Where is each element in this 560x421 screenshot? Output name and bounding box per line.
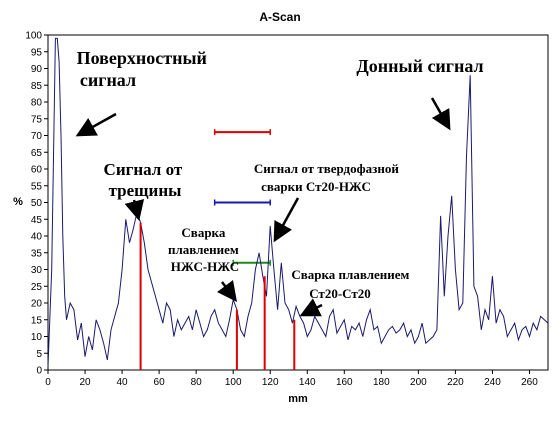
signal-line [47, 37, 549, 367]
red-markers [139, 222, 296, 370]
x-tick-label: 120 [262, 377, 279, 388]
annotation-bottom-line-1: Донный сигнал [356, 56, 483, 76]
y-tick-label: 70 [31, 131, 43, 142]
y-tick-label: 85 [31, 81, 43, 92]
horizontal-markers [213, 129, 271, 266]
annotation-arrows [75, 97, 451, 317]
y-tick-label: 20 [31, 299, 43, 310]
annotation-fusion-st20-line-1: Сварка плавлением [291, 267, 409, 282]
x-tick-label: 180 [373, 377, 390, 388]
y-tick-label: 35 [31, 248, 43, 259]
annotation-fusion-nzhs-line-3: НЖС-НЖС [171, 259, 239, 274]
y-axis-title: % [13, 196, 23, 208]
annotation-fusion-st20-line-2: Ст20-Ст20 [309, 286, 371, 301]
arrow-bottom [430, 97, 451, 131]
x-tick-label: 220 [447, 377, 464, 388]
x-tick-label: 140 [299, 377, 316, 388]
annotation-surface-signal: Поверхностный сигнал [77, 48, 212, 90]
x-tick-label: 0 [45, 377, 51, 388]
x-tick-label: 160 [336, 377, 353, 388]
x-tick-label: 200 [410, 377, 427, 388]
annotation-bottom-signal: Донный сигнал [356, 56, 483, 76]
annotation-crack-signal: Сигнал от трещины [104, 160, 187, 200]
annotation-fusion-nzhs-line-2: плавлением [168, 242, 239, 257]
x-tick-label: 20 [79, 377, 91, 388]
arrow-solid-phase [273, 197, 300, 243]
x-tick-label: 100 [225, 377, 242, 388]
y-tick-label: 25 [31, 282, 43, 293]
y-tick-label: 10 [31, 332, 43, 343]
y-axis: 0 5 10 15 20 25 30 35 40 45 50 55 60 65 70 75 80 85 90 95 10… [25, 31, 48, 377]
y-tick-label: 0 [36, 366, 42, 377]
y-tick-label: 95 [31, 47, 43, 58]
annotation-crack-line-1: Сигнал от [104, 160, 183, 179]
y-tick-label: 100 [25, 31, 42, 42]
y-tick-label: 80 [31, 98, 43, 109]
x-tick-label: 60 [154, 377, 166, 388]
y-tick-label: 5 [36, 349, 42, 360]
y-tick-label: 15 [31, 315, 43, 326]
y-tick-label: 75 [31, 114, 43, 125]
y-tick-label: 50 [31, 198, 43, 209]
y-tick-label: 65 [31, 148, 43, 159]
annotation-fusion-weld-nzhs: Сварка плавлением НЖС-НЖС [168, 225, 242, 274]
y-tick-label: 40 [31, 232, 43, 243]
annotation-fusion-weld-st20: Сварка плавлением Ст20-Ст20 [291, 267, 412, 301]
annotation-fusion-nzhs-line-1: Сварка [181, 225, 225, 240]
annotation-solid-phase-weld: Сигнал от твердофазной сварки Ст20-НЖС [254, 161, 402, 194]
annotation-solid-phase-line-2: сварки Ст20-НЖС [261, 179, 371, 194]
x-tick-label: 40 [117, 377, 129, 388]
annotation-surface-line-1: Поверхностный [77, 48, 207, 68]
x-tick-label: 260 [521, 377, 538, 388]
annotation-crack-line-2: трещины [109, 181, 182, 200]
chart-title: A-Scan [259, 10, 300, 24]
y-tick-label: 55 [31, 181, 43, 192]
x-axis-title: mm [288, 393, 308, 405]
x-tick-label: 240 [484, 377, 501, 388]
x-axis: 0 20 40 60 80 100 120 140 160 180 200 220 240 260 [45, 370, 538, 388]
arrow-fusion-nzhs [217, 280, 237, 302]
arrow-crack [124, 199, 145, 221]
y-tick-label: 30 [31, 265, 43, 276]
annotation-solid-phase-line-1: Сигнал от твердофазной [254, 161, 399, 176]
y-tick-label: 60 [31, 165, 43, 176]
y-tick-label: 90 [31, 64, 43, 75]
annotation-surface-line-2: сигнал [80, 70, 136, 90]
x-tick-label: 80 [191, 377, 203, 388]
y-tick-label: 45 [31, 215, 43, 226]
arrow-fusion-st20 [299, 298, 323, 317]
arrow-surface [75, 112, 117, 137]
